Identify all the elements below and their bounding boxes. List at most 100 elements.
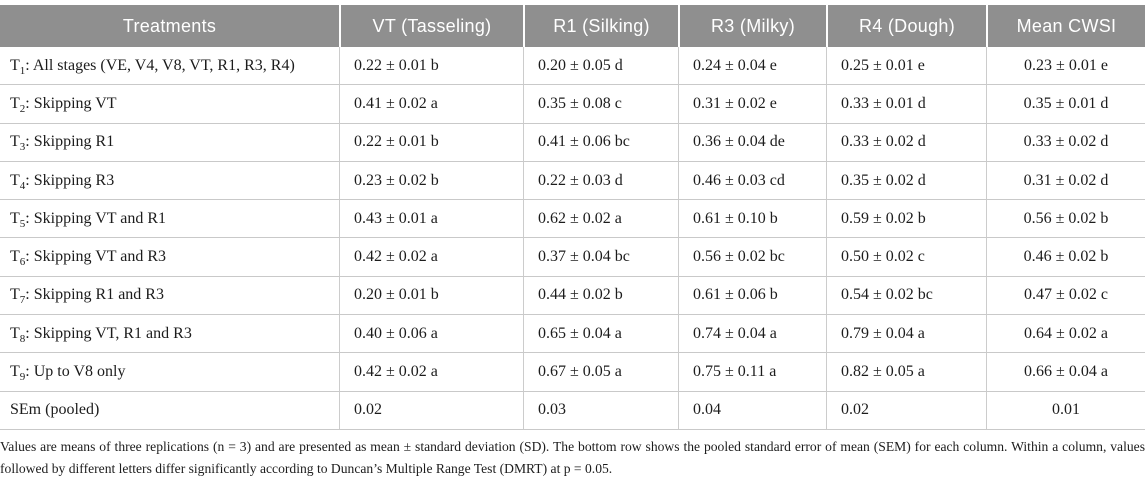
treatment-cell: T3: Skipping R1 — [0, 124, 339, 162]
table-footnote: Values are means of three replications (… — [0, 438, 1145, 477]
column-header-r1-silking: R1 (Silking) — [523, 5, 678, 47]
column-header-r3-milky: R3 (Milky) — [678, 5, 826, 47]
value-cell: 0.36 ± 0.04 de — [678, 123, 826, 162]
treatment-subscript: 8 — [19, 332, 26, 345]
value-cell: 0.47 ± 0.02 c — [986, 276, 1145, 316]
value-cell: 0.31 ± 0.02 e — [678, 85, 826, 124]
treatment-label: : All stages (VE, V4, V8, VT, R1, R3, R4… — [25, 56, 295, 74]
treatment-cell: T8: Skipping VT, R1 and R3 — [0, 315, 339, 354]
value-cell: 0.46 ± 0.03 cd — [678, 161, 826, 201]
treatment-prefix: SEm (pooled) — [10, 401, 100, 419]
treatment-subscript: 6 — [19, 256, 26, 269]
value-cell: 0.01 — [986, 391, 1145, 430]
value-cell: 0.56 ± 0.02 bc — [678, 238, 826, 277]
treatment-label: : Skipping R3 — [25, 171, 115, 189]
value-cell: 0.79 ± 0.04 a — [826, 315, 986, 354]
table-row: T3: Skipping R1 0.22 ± 0.01 b 0.41 ± 0.06… — [0, 123, 1145, 162]
treatment-label: : Skipping VT and R3 — [25, 248, 167, 266]
value-cell: 0.64 ± 0.02 a — [986, 315, 1145, 354]
value-cell: 0.59 ± 0.02 b — [826, 200, 986, 239]
value-cell: 0.40 ± 0.06 a — [339, 315, 523, 354]
treatment-prefix: T — [10, 248, 20, 266]
value-cell: 0.37 ± 0.04 bc — [523, 238, 678, 277]
treatment-subscript: 5 — [19, 218, 26, 231]
value-cell: 0.33 ± 0.01 d — [826, 85, 986, 124]
treatment-label: : Skipping VT, R1 and R3 — [25, 324, 192, 342]
treatment-label: : Skipping VT — [25, 94, 117, 112]
treatment-label: : Up to V8 only — [25, 363, 126, 381]
treatment-subscript: 3 — [19, 141, 26, 154]
value-cell: 0.42 ± 0.02 a — [339, 238, 523, 277]
value-cell: 0.66 ± 0.04 a — [986, 353, 1145, 392]
treatment-label: : Skipping R1 — [25, 133, 115, 151]
table-row: T1: All stages (VE, V4, V8, VT, R1, R3, … — [0, 47, 1145, 86]
treatment-subscript: 9 — [19, 371, 26, 384]
treatment-cell: T7: Skipping R1 and R3 — [0, 277, 339, 316]
column-header-mean-cwsi: Mean CWSI — [986, 5, 1145, 47]
treatment-cell: T5: Skipping VT and R1 — [0, 200, 339, 239]
value-cell: 0.35 ± 0.08 c — [523, 85, 678, 124]
value-cell: 0.74 ± 0.04 a — [678, 315, 826, 354]
treatment-prefix: T — [10, 56, 20, 74]
value-cell: 0.41 ± 0.02 a — [339, 85, 523, 124]
treatment-prefix: T — [10, 286, 20, 304]
value-cell: 0.41 ± 0.06 bc — [523, 123, 678, 162]
value-cell: 0.33 ± 0.02 d — [826, 123, 986, 162]
treatment-subscript: 2 — [19, 103, 26, 116]
value-cell: 0.43 ± 0.01 a — [339, 200, 523, 239]
value-cell: 0.42 ± 0.02 a — [339, 353, 523, 392]
value-cell: 0.20 ± 0.01 b — [339, 276, 523, 316]
treatment-cell: T6: Skipping VT and R3 — [0, 238, 339, 277]
table-row: T4: Skipping R3 0.23 ± 0.02 b 0.22 ± 0.03… — [0, 161, 1145, 201]
table-row: T5: Skipping VT and R1 0.43 ± 0.01 a 0.62… — [0, 200, 1145, 239]
value-cell: 0.61 ± 0.06 b — [678, 276, 826, 316]
column-header-r4-dough: R4 (Dough) — [826, 5, 986, 47]
value-cell: 0.24 ± 0.04 e — [678, 47, 826, 86]
cwsi-table: Treatments VT (Tasseling) R1 (Silking) R3 (… — [0, 5, 1145, 430]
value-cell: 0.46 ± 0.02 b — [986, 238, 1145, 277]
treatment-cell: T2: Skipping VT — [0, 85, 339, 124]
table-row: T7: Skipping R1 and R3 0.20 ± 0.01 b 0.44… — [0, 276, 1145, 316]
table-row: T8: Skipping VT, R1 and R3 0.40 ± 0.06 a… — [0, 315, 1145, 354]
value-cell: 0.44 ± 0.02 b — [523, 276, 678, 316]
value-cell: 0.03 — [523, 391, 678, 430]
treatment-prefix: T — [10, 324, 20, 342]
value-cell: 0.54 ± 0.02 bc — [826, 276, 986, 316]
value-cell: 0.23 ± 0.02 b — [339, 161, 523, 201]
treatment-subscript: 1 — [19, 64, 26, 77]
header-row: Treatments VT (Tasseling) R1 (Silking) R3 (… — [0, 5, 1145, 47]
value-cell: 0.31 ± 0.02 d — [986, 161, 1145, 201]
treatment-cell: T1: All stages (VE, V4, V8, VT, R1, R3, … — [0, 47, 339, 86]
value-cell: 0.04 — [678, 391, 826, 430]
value-cell: 0.23 ± 0.01 e — [986, 47, 1145, 86]
table-body: T1: All stages (VE, V4, V8, VT, R1, R3, … — [0, 47, 1145, 430]
treatment-prefix: T — [10, 133, 20, 151]
table-row: SEm (pooled) 0.02 0.03 0.04 0.02 0.01 — [0, 391, 1145, 430]
value-cell: 0.35 ± 0.01 d — [986, 85, 1145, 124]
value-cell: 0.56 ± 0.02 b — [986, 200, 1145, 239]
value-cell: 0.75 ± 0.11 a — [678, 353, 826, 392]
treatment-subscript: 7 — [19, 294, 26, 307]
treatment-subscript: 4 — [19, 179, 26, 192]
table-header: Treatments VT (Tasseling) R1 (Silking) R3 (… — [0, 5, 1145, 47]
value-cell: 0.20 ± 0.05 d — [523, 47, 678, 86]
treatment-prefix: T — [10, 94, 20, 112]
value-cell: 0.65 ± 0.04 a — [523, 315, 678, 354]
treatment-prefix: T — [10, 363, 20, 381]
value-cell: 0.02 — [826, 391, 986, 430]
treatment-label: : Skipping VT and R1 — [25, 209, 167, 227]
treatment-cell: T4: Skipping R3 — [0, 162, 339, 201]
treatment-prefix: T — [10, 171, 20, 189]
column-header-treatments: Treatments — [0, 5, 339, 47]
column-header-vt-tasseling: VT (Tasseling) — [339, 5, 523, 47]
value-cell: 0.50 ± 0.02 c — [826, 238, 986, 277]
value-cell: 0.22 ± 0.03 d — [523, 161, 678, 201]
table-row: T6: Skipping VT and R3 0.42 ± 0.02 a 0.37… — [0, 238, 1145, 277]
value-cell: 0.33 ± 0.02 d — [986, 123, 1145, 162]
value-cell: 0.22 ± 0.01 b — [339, 47, 523, 86]
table-row: T9: Up to V8 only 0.42 ± 0.02 a 0.67 ± 0.… — [0, 353, 1145, 392]
value-cell: 0.02 — [339, 391, 523, 430]
value-cell: 0.62 ± 0.02 a — [523, 200, 678, 239]
value-cell: 0.82 ± 0.05 a — [826, 353, 986, 392]
